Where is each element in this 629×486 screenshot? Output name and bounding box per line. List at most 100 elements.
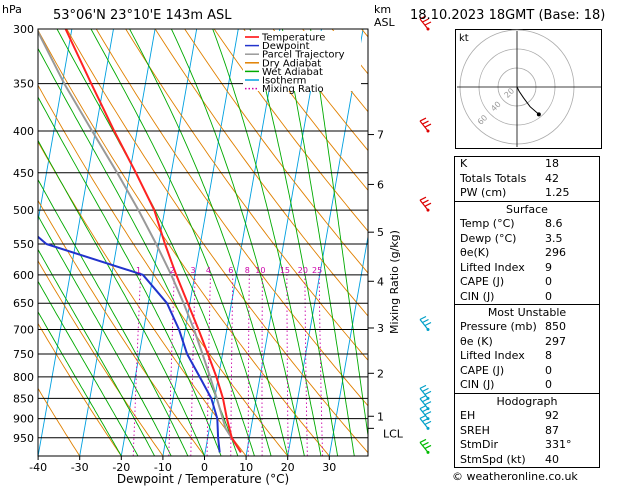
hodograph-stats-title: Hodograph [496,395,558,408]
hodograph-frame [455,29,602,149]
x-tick-label: -40 [29,461,47,474]
most-unstable-label: Pressure (mb) [460,320,537,333]
most-unstable-label: CIN (J) [460,378,495,392]
mixing-ratio-axis-title: Mixing Ratio (g/kg) [388,230,401,334]
km-tick-label: 1 [377,410,384,423]
profiles [38,29,242,453]
x-tick-label: -20 [112,461,130,474]
surface-value: 9 [545,260,552,274]
most-unstable-value: 0 [545,378,552,392]
wind-barb [419,384,432,400]
surface-value: 296 [545,246,566,260]
km-tick-label: 4 [377,275,384,288]
pressure-tick-label: 750 [13,348,34,361]
km-tick-label: 6 [377,178,384,191]
km-tick-label: 7 [377,129,384,142]
surface-label: CIN (J) [460,289,495,303]
most-unstable-value: 0 [545,363,552,377]
most-unstable-row: CIN (J) 0 [455,378,599,393]
mixing-ratio-label: 20 [298,266,308,275]
most-unstable-value: 297 [545,334,566,348]
hodograph-trace [516,86,541,117]
wet-adiabat-line [90,29,272,456]
x-axis-title: Dewpoint / Temperature (°C) [117,472,289,486]
surface-value: 0 [545,275,552,289]
pressure-tick-label: 900 [13,413,34,426]
surface-label: Dewp (°C) [460,231,517,245]
pressure-tick-label: 300 [13,23,34,36]
isotherm-line [328,234,368,456]
mixing-ratio-label: 8 [245,266,250,275]
pressure-tick-label: 350 [13,78,34,91]
legend-label: Isotherm [262,76,306,87]
surface-label: θe(K) [460,246,490,260]
x-tick-label: -30 [71,461,89,474]
hodograph-line [516,86,540,115]
km-tick-label: 2 [377,367,384,380]
dry-adiabat-line [213,29,368,232]
credit-text: © weatheronline.co.uk [452,470,578,483]
most-unstable-value: 850 [545,320,566,333]
isotherm-line [38,29,73,224]
indices-panel: K 18 Totals Totals 42 PW (cm) 1.25 [454,156,600,202]
pressure-tick-label: 950 [13,432,34,445]
hodograph-stat-row: StmSpd (kt) 40 [455,453,599,468]
index-value: 1.25 [545,186,570,200]
mixing-ratio-label: 25 [312,266,322,275]
mixing-ratio-label: 1 [136,266,141,275]
surface-row: Lifted Index 9 [455,261,599,276]
most-unstable-row: Lifted Index 8 [455,349,599,364]
surface-value: 8.6 [545,217,563,230]
wind-barb [419,117,432,133]
most-unstable-row: CAPE (J) 0 [455,364,599,379]
mixing-ratio-line [168,274,175,456]
dry-adiabat-line [38,322,122,456]
pressure-tick-label: 400 [13,125,34,138]
hodograph-unit: kt [459,33,469,44]
dry-adiabat-line [38,387,81,456]
datetime-title: 18.10.2023 18GMT (Base: 18) [410,8,605,23]
km-label: km [374,3,391,16]
surface-row: CIN (J) 0 [455,290,599,305]
mixing-ratio-label: 3 [191,266,196,275]
mixing-ratio-line [206,274,211,456]
surface-value: 0 [545,289,552,303]
wind-barb [419,315,432,332]
hpa-label: hPa [2,3,22,16]
location-title: 53°06'N 23°10'E 143m ASL [53,8,232,23]
surface-value: 3.5 [545,231,563,245]
mixing-ratio-line [190,274,196,456]
plot-frame [37,28,369,457]
hodograph-stat-row: SREH 87 [455,424,599,439]
x-tick-label: 20 [281,461,295,474]
dry-adiabat-line [243,29,368,191]
most-unstable-panel: Most Unstable Pressure (mb) 850 θe (K) 297 L… [454,304,600,394]
surface-row: Temp (°C) 8.6 [455,217,599,232]
dry-adiabat-line [272,29,368,152]
index-row: K 18 [455,157,599,172]
legend-label: Dewpoint [262,41,310,52]
index-row: PW (cm) 1.25 [455,186,599,201]
hodograph-stat-value: 331° [545,438,572,452]
dewpoint-line [38,235,221,453]
mixing-ratio-line [286,274,289,456]
hodograph-stat-value: 92 [545,409,559,422]
isotherm-line [38,29,114,456]
hodograph-stat-label: StmSpd (kt) [460,452,526,466]
lcl-label: LCL [383,427,404,440]
pressure-tick-label: 500 [13,204,34,217]
surface-title: Surface [506,203,548,216]
pressure-tick-label: 700 [13,324,34,337]
hodograph-stat-value: 40 [545,452,559,466]
mixing-ratio-line [318,274,323,456]
index-row: Totals Totals 42 [455,172,599,187]
surface-label: CAPE (J) [460,275,505,289]
mixing-ratio-label: 15 [280,266,290,275]
mixing-ratio-label: 6 [228,266,233,275]
isotherm-line [371,29,446,456]
pressure-tick-label: 850 [13,392,34,405]
x-tick-label: -10 [154,461,172,474]
pressure-tick-label: 800 [13,371,34,384]
most-unstable-title: Most Unstable [487,306,567,319]
